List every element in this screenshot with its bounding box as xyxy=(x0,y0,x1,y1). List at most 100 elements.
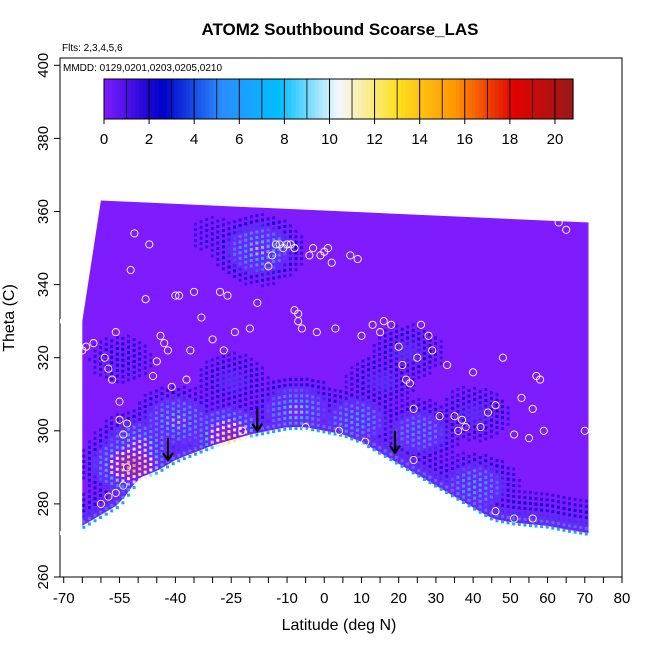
observation-point xyxy=(327,258,336,267)
observation-point xyxy=(409,455,418,465)
field-cell xyxy=(238,256,242,260)
colorbar-segment xyxy=(303,79,308,119)
field-cell xyxy=(177,404,181,408)
field-cell xyxy=(171,385,175,389)
field-cell xyxy=(311,406,315,410)
field-cell xyxy=(389,332,393,336)
field-cell xyxy=(288,394,292,398)
field-cell xyxy=(428,453,432,457)
field-cell xyxy=(121,424,125,428)
field-cell xyxy=(517,484,521,488)
field-cell xyxy=(277,270,281,273)
field-cell xyxy=(221,239,225,243)
field-cell xyxy=(422,412,426,416)
field-cell xyxy=(400,338,404,342)
field-cell xyxy=(149,446,153,450)
field-cell xyxy=(221,442,225,446)
field-cell xyxy=(361,436,365,440)
field-cell xyxy=(110,465,114,469)
field-cell xyxy=(238,262,242,266)
field-cell xyxy=(160,392,164,396)
observation-point xyxy=(443,360,452,370)
x-tick-label: 40 xyxy=(465,590,482,607)
field-cell xyxy=(545,514,549,518)
field-cell xyxy=(127,433,130,437)
field-cell xyxy=(529,507,532,511)
field-cell xyxy=(350,377,354,381)
field-cell xyxy=(244,266,248,270)
field-cell xyxy=(238,393,242,397)
field-cell xyxy=(422,434,426,438)
field-cell xyxy=(501,421,504,425)
field-cell xyxy=(221,398,225,402)
field-cell xyxy=(255,257,259,261)
field-cell xyxy=(216,247,220,250)
field-cell xyxy=(501,427,504,431)
field-cell xyxy=(456,404,460,408)
field-cell xyxy=(478,390,482,394)
field-cell xyxy=(127,455,130,459)
field-cell xyxy=(132,343,136,347)
field-cell xyxy=(233,390,237,394)
field-cell xyxy=(132,458,136,462)
colorbar-segment xyxy=(338,79,344,119)
field-cell xyxy=(501,482,504,485)
field-cell xyxy=(249,237,253,241)
field-cell xyxy=(450,450,454,454)
field-cell xyxy=(221,360,225,364)
field-cell xyxy=(227,254,231,258)
field-cell xyxy=(154,438,158,442)
colorbar-segment xyxy=(494,79,500,119)
field-cell xyxy=(288,427,292,431)
field-cell xyxy=(110,377,114,381)
field-cell xyxy=(422,461,426,465)
field-cell xyxy=(188,416,192,420)
field-cell xyxy=(104,512,108,516)
field-cell xyxy=(238,399,242,403)
field-cell xyxy=(316,385,320,389)
field-cell xyxy=(132,447,136,451)
field-cell xyxy=(255,373,259,377)
field-cell xyxy=(115,418,119,422)
field-cell xyxy=(266,244,270,248)
field-cell xyxy=(132,409,136,413)
field-cell xyxy=(283,241,287,245)
field-cell xyxy=(205,399,209,402)
field-cell xyxy=(300,383,304,387)
colorbar-segment xyxy=(404,79,410,119)
field-cell xyxy=(93,486,97,490)
field-cell xyxy=(266,277,270,281)
colorbar-segment xyxy=(217,79,222,119)
field-cell xyxy=(344,429,348,433)
field-cell xyxy=(233,433,237,437)
field-cell xyxy=(272,413,276,417)
field-cell xyxy=(249,423,253,427)
field-cell xyxy=(249,434,253,438)
field-cell xyxy=(344,407,348,411)
field-cell xyxy=(205,240,209,243)
field-cell xyxy=(417,474,421,478)
field-cell xyxy=(383,345,387,349)
field-cell xyxy=(154,460,158,464)
field-cell xyxy=(473,474,477,478)
dates-note: MMDD: 0129,0201,0203,0205,0210 xyxy=(63,63,222,74)
field-cell xyxy=(439,350,443,354)
tropopause-arrow xyxy=(162,438,174,462)
field-cell xyxy=(467,476,471,480)
field-cell xyxy=(328,431,331,435)
field-cell xyxy=(127,351,130,355)
field-cell xyxy=(205,382,209,386)
field-cell xyxy=(489,484,493,488)
field-cell xyxy=(350,404,354,408)
colorbar-tick-label: 16 xyxy=(456,131,473,148)
observation-point xyxy=(469,368,478,377)
field-cell xyxy=(277,259,281,262)
colorbar-segment xyxy=(397,79,402,119)
x-tick-label: 10 xyxy=(353,590,370,607)
field-cell xyxy=(288,377,292,381)
field-cell xyxy=(339,411,343,415)
colorbar-segment xyxy=(275,79,281,119)
colorbar-segment xyxy=(502,79,508,119)
field-cell xyxy=(272,243,276,247)
field-cell xyxy=(445,458,449,462)
